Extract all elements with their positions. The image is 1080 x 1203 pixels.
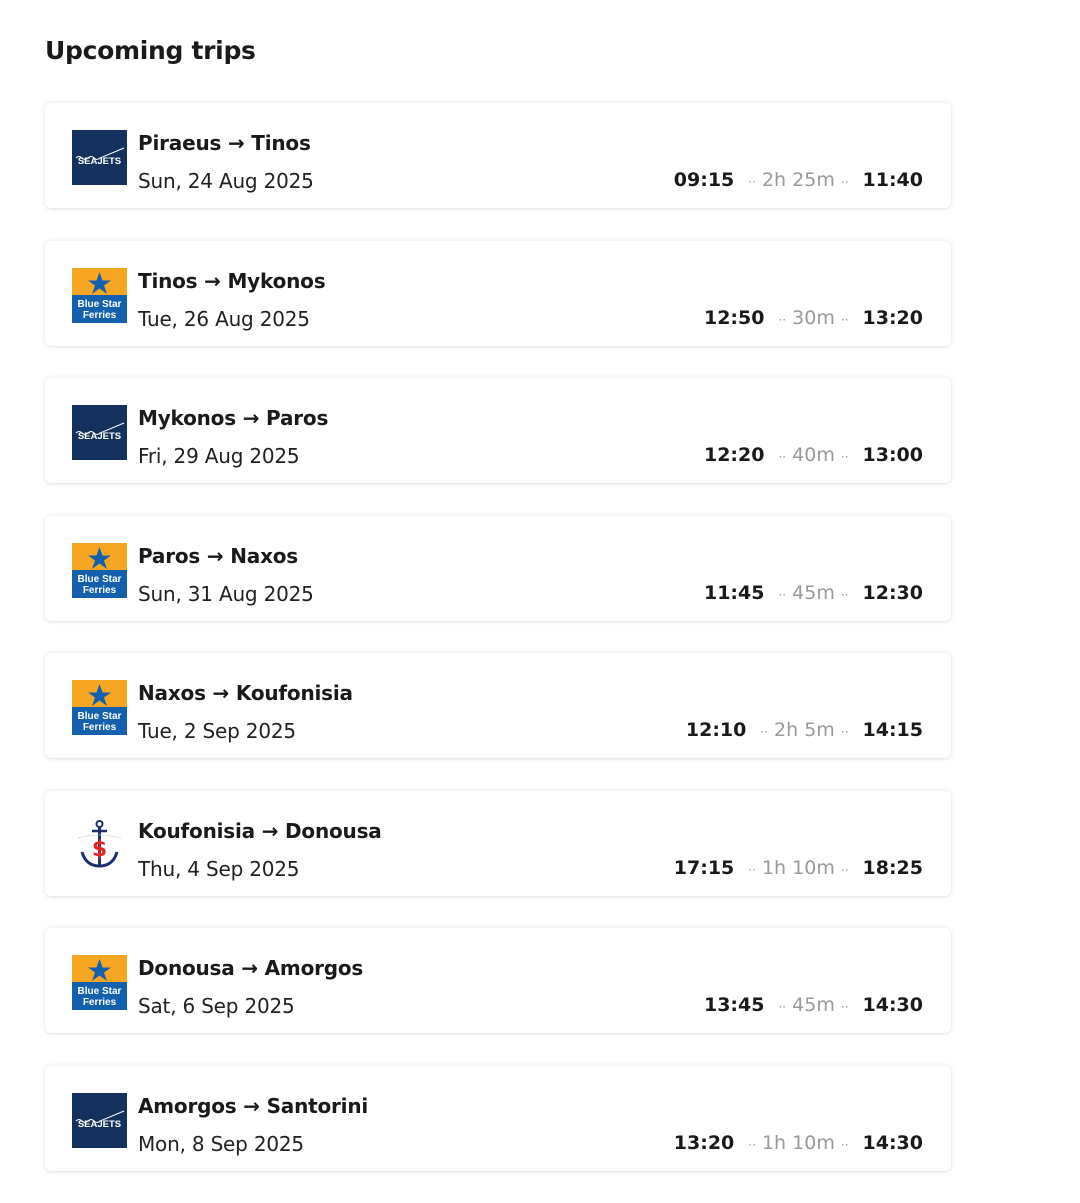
trip-route: Amorgos → Santorini (138, 1093, 369, 1118)
trip-duration: 45m (792, 994, 835, 1016)
trip-date: Sat, 6 Sep 2025 (138, 994, 295, 1018)
arrival-time: 18:25 (862, 856, 923, 879)
trip-card[interactable]: $ Koufonisia → Donousa Thu, 4 Sep 2025 17… (45, 790, 951, 896)
trip-list: SEAJETS Piraeus → Tinos Sun, 24 Aug 2025 … (45, 103, 951, 1203)
trip-duration: 1h 10m (761, 1131, 835, 1154)
trip-date: Thu, 4 Sep 2025 (138, 856, 300, 881)
arrow-right-icon: → (204, 268, 221, 293)
arrow-right-icon: → (243, 1093, 260, 1118)
trip-duration: 2h 5m (774, 719, 835, 741)
trip-times: 09:15 ·· 2h 25m ·· 11:40 (673, 169, 923, 191)
trip-duration: 45m (792, 581, 835, 604)
trip-date: Tue, 2 Sep 2025 (138, 719, 296, 743)
page-title: Upcoming trips (45, 36, 256, 65)
arrival-time: 13:20 (862, 306, 923, 329)
svg-text:$: $ (92, 837, 107, 862)
trip-times: 13:45 ·· 45m ·· 14:30 (703, 994, 923, 1016)
svg-text:Blue Star: Blue Star (78, 299, 122, 310)
trip-duration: 40m (792, 444, 835, 466)
trip-date: Sun, 31 Aug 2025 (138, 581, 314, 606)
trip-card[interactable]: Blue Star Ferries Naxos → Koufonisia Tue, … (45, 653, 951, 758)
trip-times: 12:50 ·· 30m ·· 13:20 (703, 306, 923, 329)
trip-date: Mon, 8 Sep 2025 (138, 1131, 304, 1156)
trip-route: Naxos → Koufonisia (138, 681, 353, 705)
departure-time: 09:15 (673, 169, 735, 191)
seajets-logo: SEAJETS (72, 1092, 127, 1148)
svg-text:Blue Star: Blue Star (78, 711, 122, 722)
svg-text:SEAJETS: SEAJETS (78, 156, 121, 167)
anchor-icon: $ (77, 819, 122, 868)
arrow-right-icon: → (241, 956, 258, 980)
trip-card[interactable]: SEAJETS Piraeus → Tinos Sun, 24 Aug 2025 … (45, 103, 951, 208)
svg-text:Ferries: Ferries (83, 585, 117, 596)
trip-times: 17:15 ·· 1h 10m ·· 18:25 (673, 856, 923, 879)
trip-duration: 30m (792, 306, 835, 329)
trip-route: Piraeus → Tinos (138, 131, 311, 155)
arrival-time: 12:30 (862, 581, 923, 604)
arrival-time: 14:30 (862, 1131, 923, 1154)
departure-time: 12:50 (703, 306, 765, 329)
trip-card[interactable]: SEAJETS Mykonos → Paros Fri, 29 Aug 2025 … (45, 378, 951, 483)
trip-times: 12:20 ·· 40m ·· 13:00 (703, 444, 923, 466)
trip-times: 13:20 ·· 1h 10m ·· 14:30 (673, 1131, 923, 1154)
trip-date: Sun, 24 Aug 2025 (138, 169, 314, 193)
departure-time: 11:45 (703, 581, 765, 604)
arrival-time: 11:40 (862, 169, 923, 191)
arrow-right-icon: → (261, 818, 279, 843)
arrival-time: 14:30 (862, 994, 923, 1016)
trip-duration: 1h 10m (761, 856, 835, 879)
trip-route: Tinos → Mykonos (138, 268, 326, 293)
arrow-right-icon: → (227, 131, 245, 155)
departure-time: 13:45 (703, 994, 765, 1016)
trip-times: 11:45 ·· 45m ·· 12:30 (703, 581, 923, 604)
svg-text:Blue Star: Blue Star (78, 574, 122, 585)
seajets-logo: SEAJETS (72, 405, 127, 460)
trip-times: 12:10 ·· 2h 5m ·· 14:15 (685, 719, 923, 741)
svg-text:SEAJETS: SEAJETS (78, 1119, 121, 1130)
trip-route: Mykonos → Paros (138, 406, 329, 430)
departure-time: 12:20 (703, 444, 765, 466)
trip-duration: 2h 25m (761, 169, 835, 191)
arrow-right-icon: → (242, 406, 260, 430)
trip-card[interactable]: SEAJETS Amorgos → Santorini Mon, 8 Sep 20… (45, 1065, 951, 1171)
seajets-logo: SEAJETS (72, 130, 127, 185)
arrow-right-icon: → (206, 543, 224, 568)
trip-route: Donousa → Amorgos (138, 956, 364, 980)
trip-date: Tue, 26 Aug 2025 (138, 306, 310, 331)
svg-text:SEAJETS: SEAJETS (78, 431, 121, 442)
departure-time: 13:20 (673, 1131, 735, 1154)
trip-card[interactable]: Blue Star Ferries Paros → Naxos Sun, 31 Au… (45, 515, 951, 621)
arrival-time: 14:15 (862, 719, 923, 741)
trip-date: Fri, 29 Aug 2025 (138, 444, 300, 468)
svg-text:Ferries: Ferries (83, 310, 117, 321)
trip-card[interactable]: Blue Star Ferries Tinos → Mykonos Tue, 26 … (45, 240, 951, 346)
trip-route: Paros → Naxos (138, 543, 299, 568)
trip-card[interactable]: Blue Star Ferries Donousa → Amorgos Sat, 6… (45, 928, 951, 1033)
svg-text:Ferries: Ferries (83, 722, 117, 733)
svg-text:Ferries: Ferries (83, 997, 117, 1008)
departure-time: 17:15 (673, 856, 735, 879)
trip-route: Koufonisia → Donousa (138, 818, 382, 843)
departure-time: 12:10 (685, 719, 747, 741)
arrow-right-icon: → (212, 681, 230, 705)
svg-text:Blue Star: Blue Star (78, 986, 122, 997)
arrival-time: 13:00 (862, 444, 923, 466)
